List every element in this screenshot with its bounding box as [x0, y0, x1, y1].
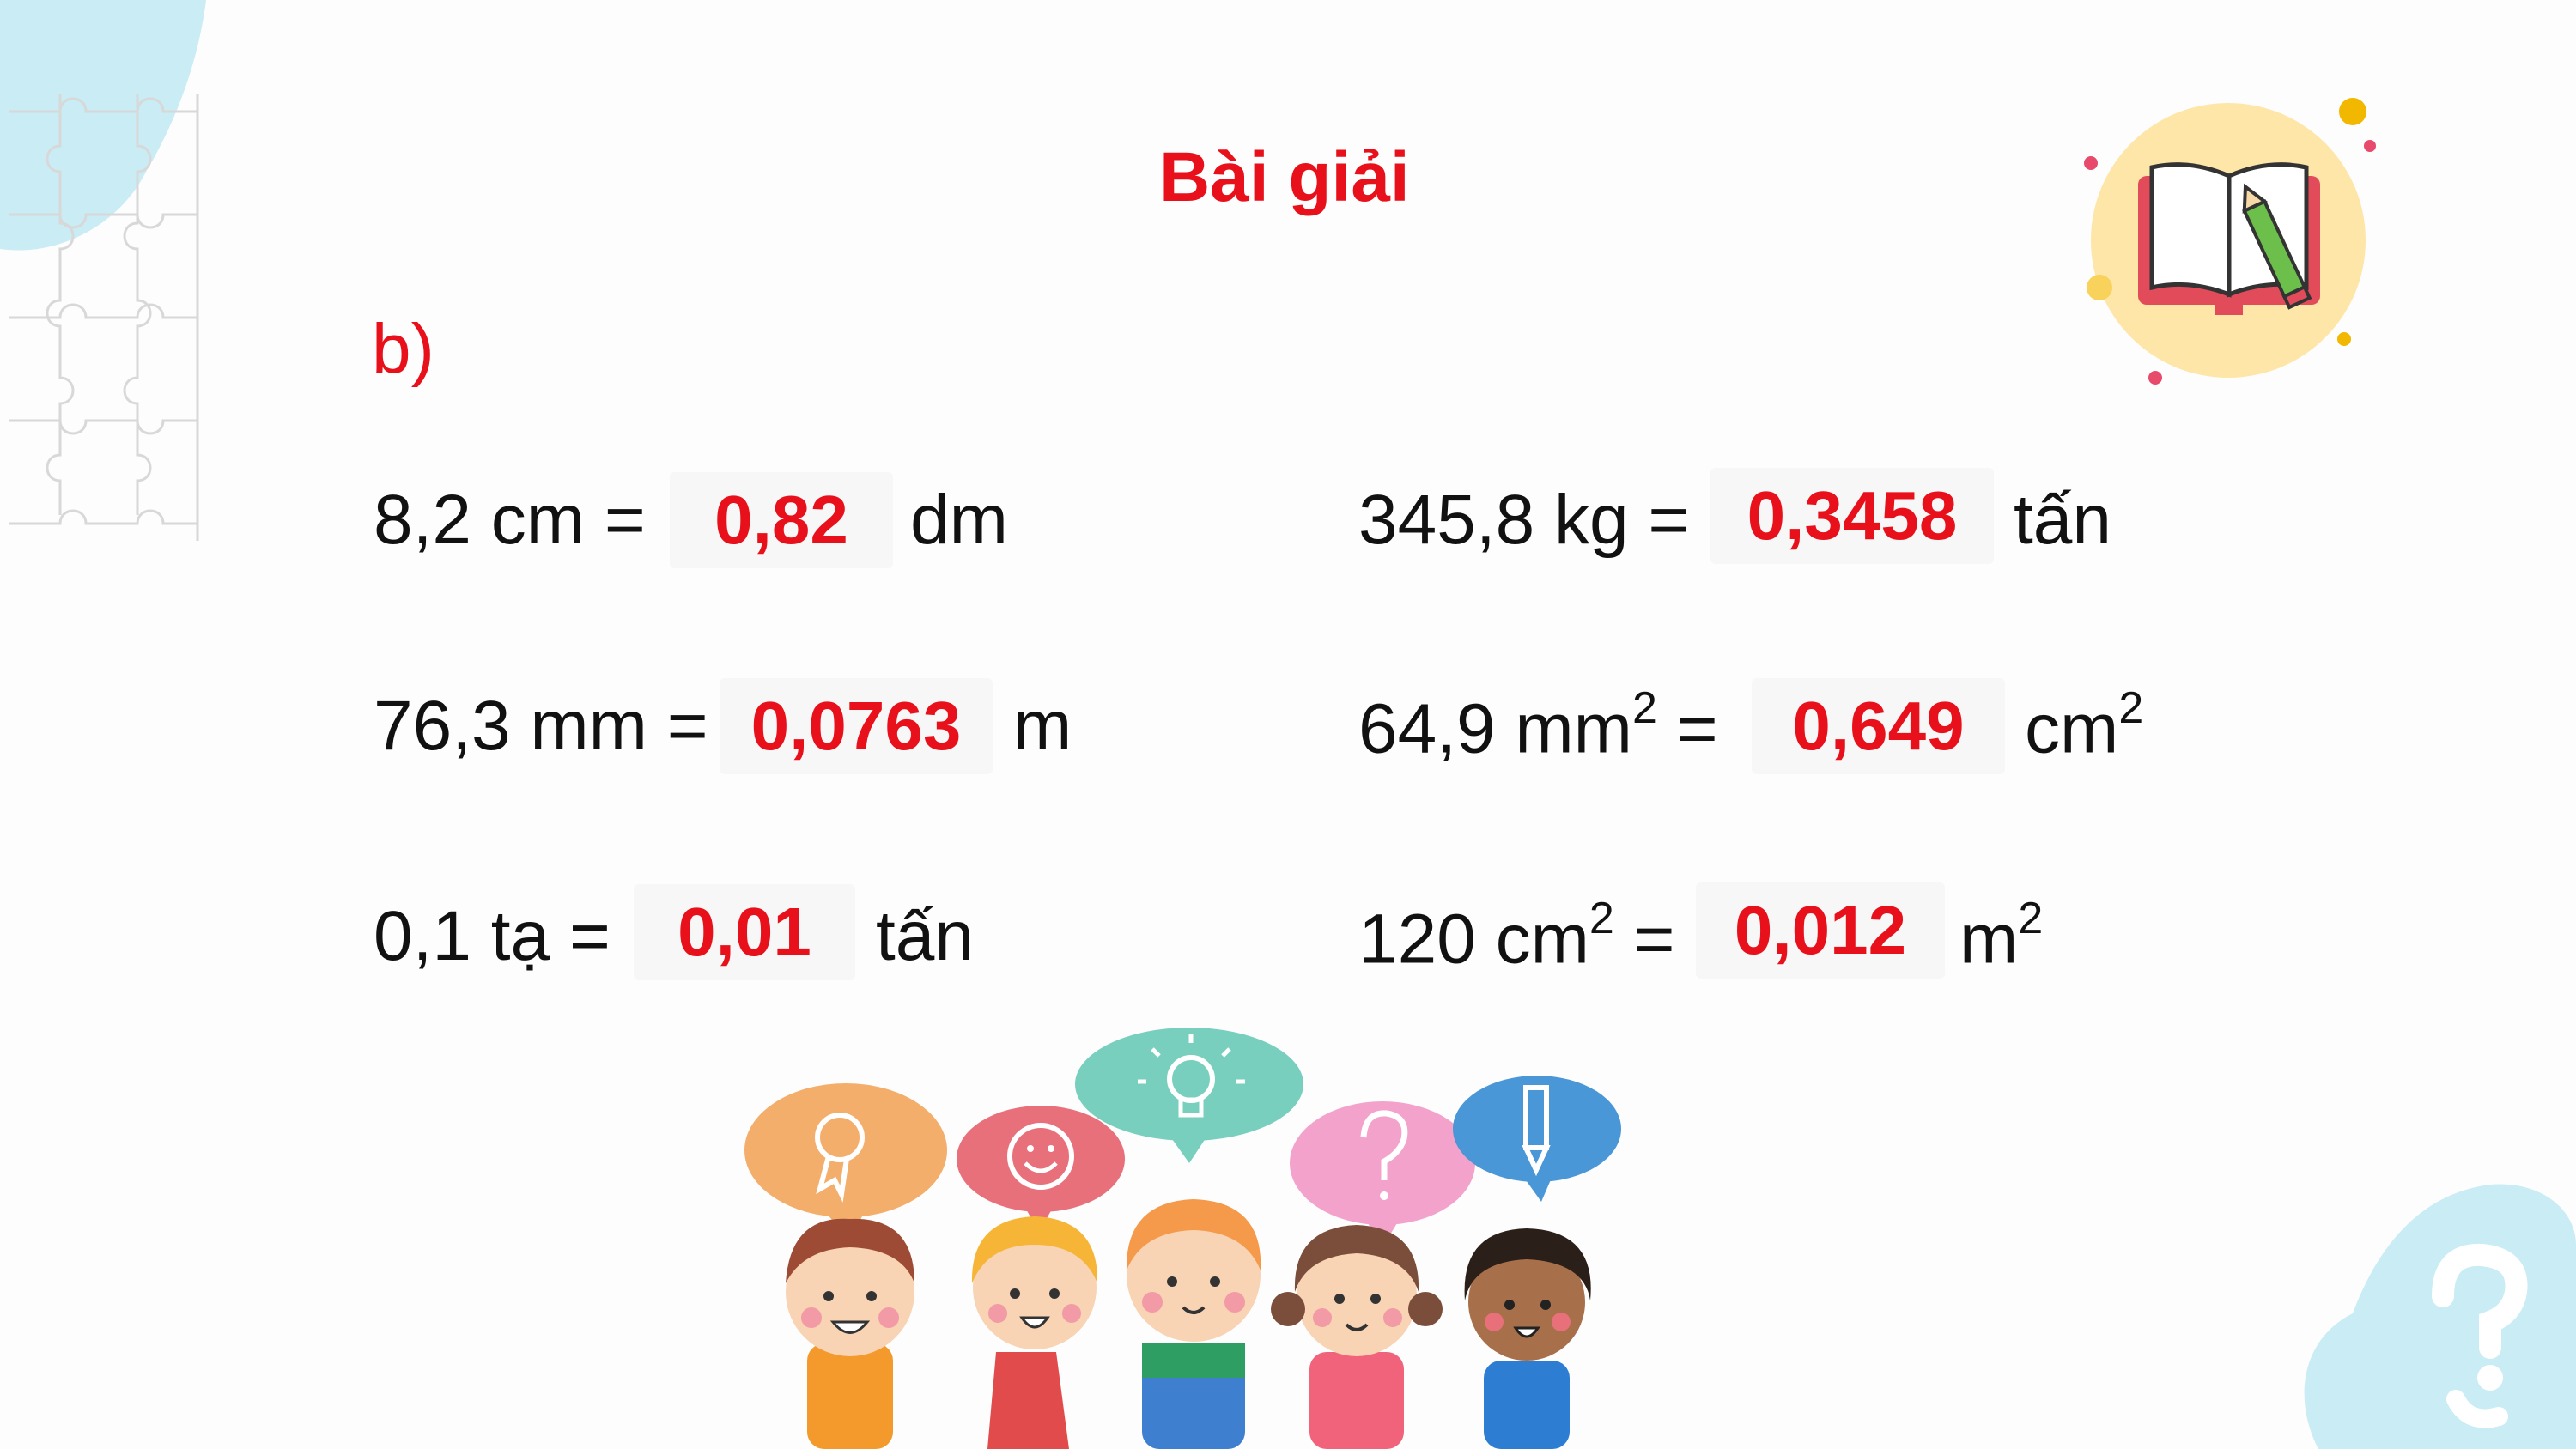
row3-right-expression: 120 cm2 =: [1358, 894, 1675, 979]
row3-left-answer: 0,01: [634, 884, 855, 980]
award-icon: [744, 1083, 947, 1240]
row2-left-expression: 76,3 mm =: [374, 687, 708, 765]
row1-right-answer: 0,3458: [1710, 468, 1994, 564]
row1-left-expression: 8,2 cm =: [374, 481, 646, 559]
row3-right-answer: 0,012: [1696, 882, 1945, 979]
row3-right-unit: m2: [1959, 894, 2044, 979]
question-icon: [1290, 1101, 1475, 1247]
row1-right-unit: tấn: [2014, 481, 2111, 559]
smiley-icon: [957, 1106, 1125, 1232]
page-title: Bài giải: [1159, 138, 1410, 216]
row1-left-unit: dm: [910, 481, 1008, 559]
puzzle-pattern: [9, 94, 199, 541]
row2-right-unit: cm2: [2025, 683, 2144, 768]
row3-left-unit: tấn: [876, 897, 974, 975]
row2-left-answer: 0,0763: [720, 678, 993, 774]
lightbulb-icon: [1075, 1028, 1303, 1163]
part-label: b): [372, 310, 434, 388]
children-illustration: [744, 1028, 1621, 1449]
question-mark-icon: [2304, 1184, 2576, 1449]
row2-right-expression: 64,9 mm2 =: [1358, 683, 1718, 768]
top-left-blob: [0, 0, 206, 251]
row1-right-expression: 345,8 kg =: [1358, 481, 1690, 559]
row3-left-expression: 0,1 tạ =: [374, 897, 611, 975]
row2-right-answer: 0,649: [1752, 678, 2005, 774]
book-pencil-icon: [2084, 98, 2376, 385]
row2-left-unit: m: [1013, 687, 1072, 765]
pencil-icon: [1453, 1076, 1621, 1202]
row1-left-answer: 0,82: [670, 472, 893, 568]
